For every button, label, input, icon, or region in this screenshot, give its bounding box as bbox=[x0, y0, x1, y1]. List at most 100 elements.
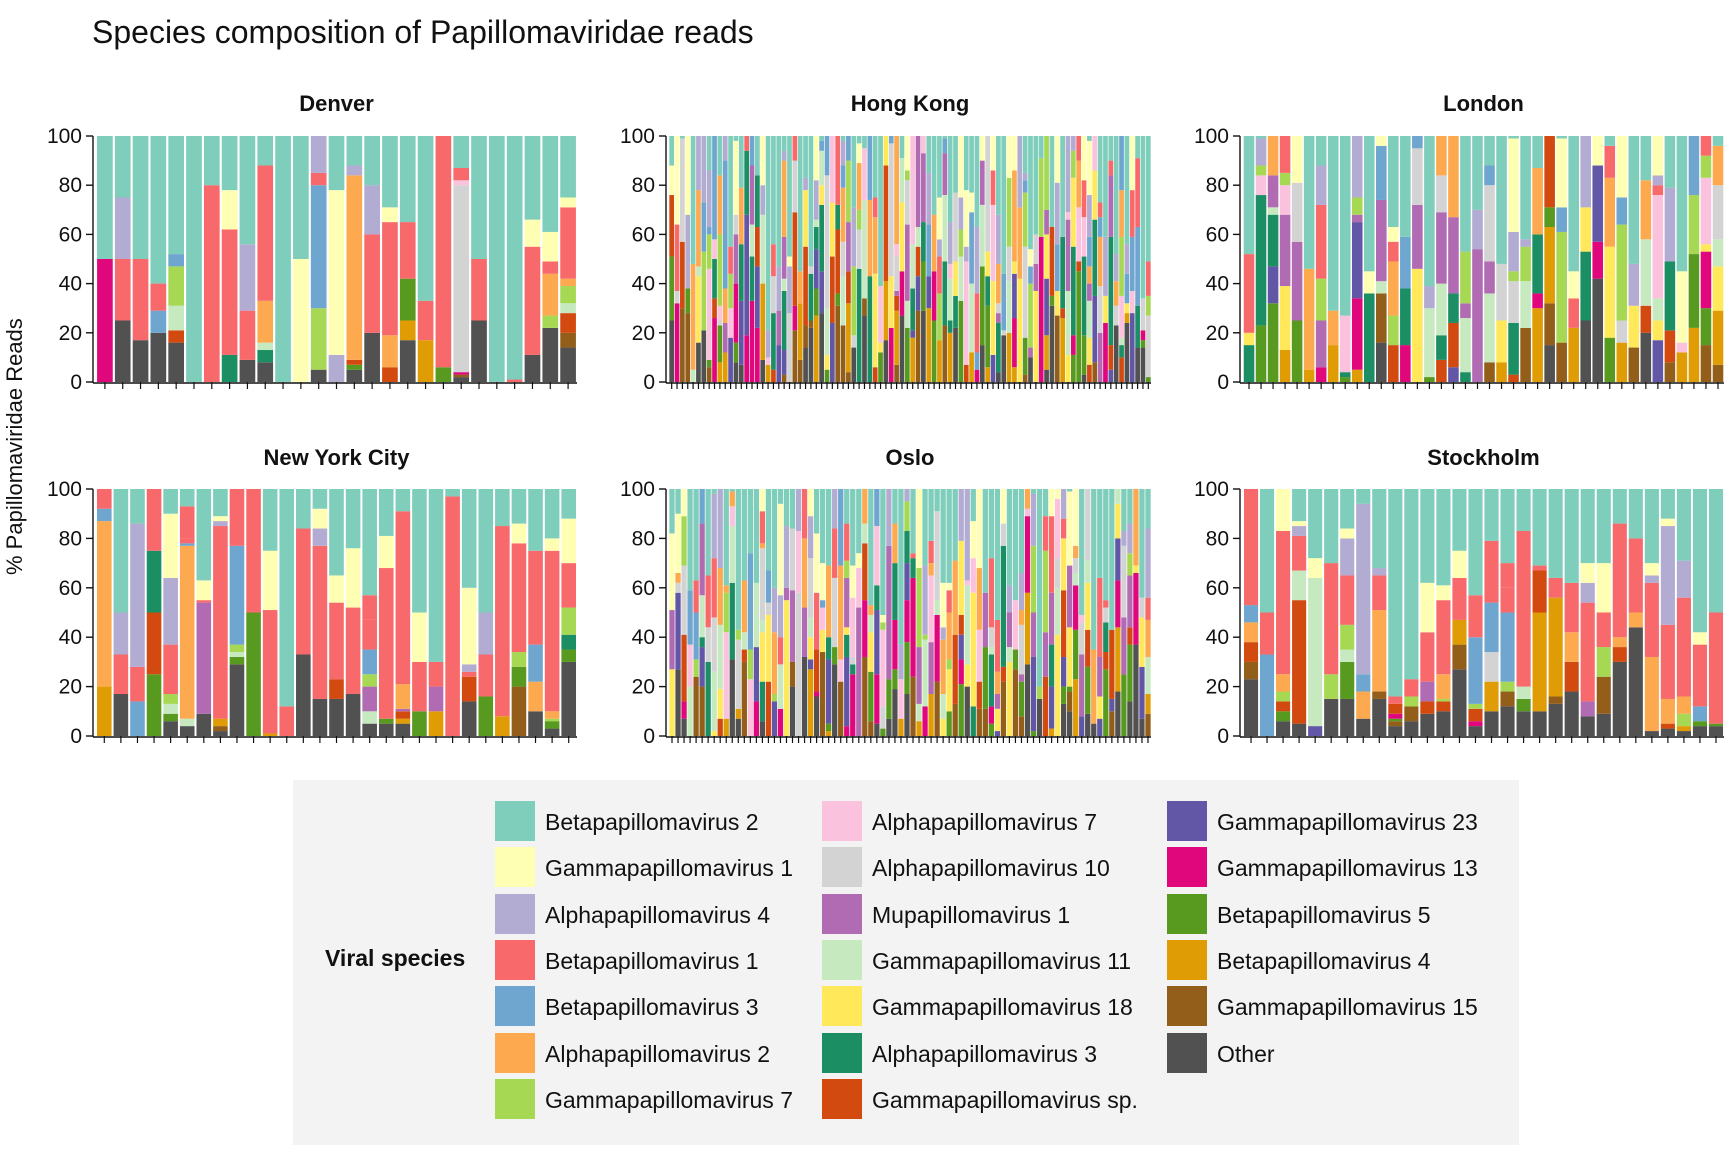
bar-segment bbox=[856, 489, 862, 554]
bar-segment bbox=[910, 288, 916, 331]
bar-segment bbox=[1592, 165, 1604, 242]
bar-segment bbox=[744, 136, 750, 151]
bar-segment bbox=[1060, 686, 1067, 704]
bar-segment bbox=[729, 489, 735, 492]
bar-segment bbox=[829, 256, 835, 323]
bar-segment bbox=[819, 563, 826, 601]
bar-segment bbox=[687, 644, 693, 687]
bar-segment bbox=[1103, 322, 1108, 382]
bar-segment bbox=[690, 136, 696, 264]
bar-segment bbox=[1081, 335, 1087, 375]
bar-segment bbox=[974, 227, 980, 294]
bar-segment bbox=[680, 136, 685, 139]
bar-segment bbox=[735, 708, 741, 719]
bar-segment bbox=[1140, 340, 1146, 348]
bar-segment bbox=[1376, 136, 1387, 146]
bar-segment bbox=[687, 686, 693, 736]
bar-segment bbox=[747, 553, 753, 650]
bar-segment bbox=[755, 136, 760, 176]
bar-segment bbox=[765, 489, 772, 571]
bar-segment bbox=[807, 516, 814, 559]
bar-segment bbox=[1292, 570, 1307, 601]
bar-segment bbox=[921, 153, 926, 223]
bar-segment bbox=[179, 718, 195, 727]
bar-segment bbox=[886, 489, 892, 546]
bar-segment bbox=[1292, 526, 1307, 536]
bar-segment bbox=[952, 560, 958, 635]
legend-label: Alphapapillomavirus 7 bbox=[872, 809, 1098, 835]
bar-segment bbox=[894, 364, 899, 382]
bar-segment bbox=[1676, 352, 1688, 382]
bar-segment bbox=[838, 681, 844, 736]
bar-segment bbox=[1049, 305, 1055, 382]
bar-segment bbox=[777, 595, 784, 638]
bar-segment bbox=[1036, 686, 1043, 699]
bar-segment bbox=[1596, 713, 1611, 736]
bar-segment bbox=[1652, 185, 1664, 196]
bar-segment bbox=[674, 224, 680, 291]
bar-segment bbox=[958, 229, 964, 257]
bar-segment bbox=[994, 619, 1001, 672]
bar-segment bbox=[1076, 261, 1082, 272]
bar-segment bbox=[990, 281, 996, 355]
bar-segment bbox=[1388, 261, 1399, 316]
bar-segment bbox=[851, 136, 857, 208]
bar-segment bbox=[878, 352, 883, 382]
bar-segment bbox=[1060, 318, 1065, 382]
bar-segment bbox=[1468, 637, 1483, 704]
bar-segment bbox=[867, 136, 873, 200]
bar-segment bbox=[819, 629, 826, 653]
legend-label: Alphapapillomavirus 3 bbox=[872, 1040, 1098, 1067]
bar-segment bbox=[346, 175, 363, 360]
y-tick-label: 60 bbox=[632, 577, 655, 600]
bar-segment bbox=[524, 219, 541, 247]
bar-segment bbox=[1400, 136, 1411, 237]
bar-segment bbox=[787, 313, 792, 382]
bar-segment bbox=[681, 634, 687, 702]
bar-segment bbox=[279, 489, 295, 707]
bar-segment bbox=[1103, 669, 1109, 736]
bar-segment bbox=[1700, 308, 1712, 346]
bar-segment bbox=[749, 224, 755, 257]
bar-segment bbox=[382, 136, 398, 208]
bar-segment bbox=[453, 372, 470, 375]
bar-segment bbox=[275, 136, 291, 382]
bar-segment bbox=[771, 701, 778, 736]
bar-segment bbox=[733, 342, 739, 363]
legend-label: Betapapillomavirus 2 bbox=[545, 809, 759, 835]
bar-segment bbox=[113, 612, 129, 655]
y-tick-label: 60 bbox=[1206, 577, 1229, 600]
bar-segment bbox=[561, 489, 577, 519]
bar-segment bbox=[844, 523, 850, 561]
bar-segment bbox=[1022, 246, 1028, 338]
bar-segment bbox=[915, 227, 921, 247]
bar-segment bbox=[1085, 489, 1091, 561]
bar-segment bbox=[681, 516, 687, 566]
y-tick-label: 0 bbox=[70, 725, 82, 748]
legend-swatch bbox=[495, 893, 535, 934]
bar-segment bbox=[735, 489, 741, 630]
bar-segment bbox=[511, 666, 527, 687]
bar-segment bbox=[1356, 489, 1371, 504]
bar-segment bbox=[1113, 136, 1119, 255]
bar-segment bbox=[1500, 706, 1515, 736]
bar-segment bbox=[674, 290, 680, 304]
bar-segment bbox=[1660, 518, 1675, 527]
bar-segment bbox=[1412, 204, 1423, 269]
bar-segment bbox=[729, 526, 735, 583]
bar-segment bbox=[132, 340, 149, 382]
bar-segment bbox=[789, 590, 796, 662]
bar-segment bbox=[1339, 315, 1351, 373]
legend-swatch bbox=[822, 939, 862, 980]
bar-segment bbox=[257, 342, 274, 351]
bar-segment bbox=[1140, 347, 1146, 382]
bar-segment bbox=[1460, 303, 1471, 319]
bar-segment bbox=[1113, 281, 1119, 306]
bar-segment bbox=[461, 701, 477, 736]
bar-segment bbox=[738, 136, 744, 188]
bar-segment bbox=[1692, 726, 1708, 736]
bar-segment bbox=[953, 295, 958, 328]
bar-segment bbox=[1640, 136, 1652, 181]
bar-segment bbox=[542, 231, 559, 262]
bar-segment bbox=[892, 619, 898, 670]
